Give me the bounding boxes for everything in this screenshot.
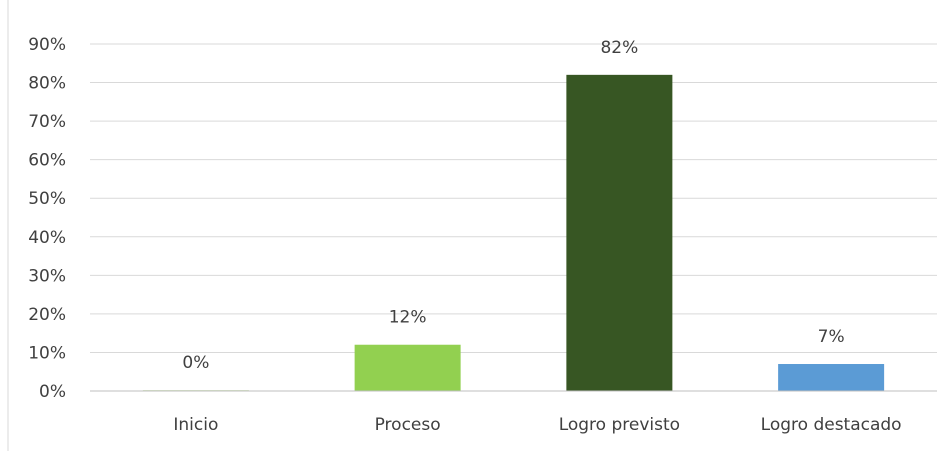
bar-logro-destacado — [778, 364, 885, 391]
bar-logro-previsto — [566, 74, 673, 391]
y-tick-label-90: 90% — [28, 35, 66, 55]
data-label-proceso: 12% — [389, 308, 427, 328]
gridlines — [90, 43, 937, 353]
y-tick-label-0: 0% — [39, 382, 66, 402]
x-axis-category-labels: Inicio Proceso Logro previsto Logro destaca… — [173, 415, 901, 435]
bars — [142, 74, 885, 391]
y-tick-label-50: 50% — [28, 189, 66, 209]
category-label-proceso: Proceso — [375, 415, 441, 435]
y-tick-label-80: 80% — [28, 74, 66, 94]
y-tick-label-70: 70% — [28, 112, 66, 132]
category-label-logro-destacado: Logro destacado — [761, 415, 902, 435]
data-label-inicio: 0% — [182, 353, 209, 373]
data-label-logro-destacado: 7% — [818, 327, 845, 347]
y-axis-tick-labels: 0% 10% 20% 30% 40% 50% 60% 70% 80% 90% — [28, 35, 66, 402]
y-tick-label-10: 10% — [28, 343, 66, 363]
bar-proceso — [354, 344, 461, 391]
y-tick-label-20: 20% — [28, 305, 66, 325]
y-tick-label-40: 40% — [28, 228, 66, 248]
y-tick-label-60: 60% — [28, 151, 66, 171]
y-tick-label-30: 30% — [28, 266, 66, 286]
data-label-logro-previsto: 82% — [600, 38, 638, 58]
data-labels: 0% 12% 82% 7% — [182, 38, 844, 373]
category-label-inicio: Inicio — [173, 415, 218, 435]
category-label-logro-previsto: Logro previsto — [559, 415, 680, 435]
